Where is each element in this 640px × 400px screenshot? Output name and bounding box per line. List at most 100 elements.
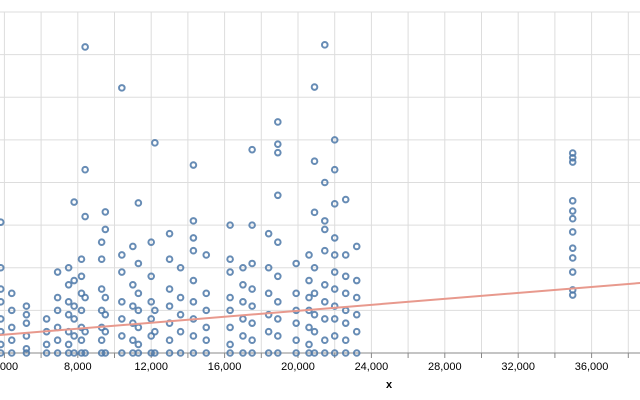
point bbox=[264, 289, 273, 298]
point bbox=[226, 293, 234, 302]
point bbox=[310, 83, 319, 91]
point bbox=[53, 306, 62, 315]
point bbox=[129, 281, 137, 289]
point bbox=[352, 293, 361, 302]
point bbox=[97, 336, 106, 345]
point bbox=[176, 263, 185, 272]
point bbox=[64, 263, 73, 272]
point bbox=[330, 268, 339, 276]
point bbox=[352, 349, 361, 357]
point bbox=[310, 263, 319, 272]
point bbox=[64, 340, 73, 349]
point bbox=[176, 310, 185, 319]
point bbox=[330, 136, 339, 144]
x-tick-label: 36,000 bbox=[575, 361, 609, 373]
point bbox=[226, 221, 234, 229]
point bbox=[118, 315, 126, 323]
x-tick-label: 16,000 bbox=[208, 361, 242, 373]
point bbox=[330, 302, 339, 310]
point bbox=[118, 251, 126, 259]
point bbox=[151, 327, 159, 336]
point bbox=[189, 298, 198, 306]
point bbox=[134, 306, 143, 315]
point bbox=[64, 298, 73, 306]
point bbox=[264, 349, 273, 357]
point bbox=[70, 276, 78, 285]
point bbox=[292, 259, 300, 268]
point bbox=[81, 327, 89, 336]
point bbox=[248, 336, 256, 345]
point bbox=[341, 251, 350, 259]
point bbox=[189, 161, 198, 169]
point bbox=[310, 327, 319, 336]
x-tick-label: 12,000 bbox=[134, 361, 168, 373]
point bbox=[42, 315, 51, 323]
point bbox=[77, 306, 86, 315]
point bbox=[147, 298, 155, 306]
point bbox=[568, 158, 577, 166]
point bbox=[22, 344, 31, 353]
point bbox=[320, 349, 329, 357]
point bbox=[147, 315, 155, 323]
point bbox=[77, 272, 86, 281]
point bbox=[118, 268, 126, 276]
point bbox=[226, 349, 234, 357]
point bbox=[22, 319, 31, 327]
point bbox=[22, 349, 31, 357]
point bbox=[292, 336, 300, 345]
point bbox=[264, 310, 273, 319]
point bbox=[248, 221, 256, 229]
point bbox=[239, 315, 247, 323]
point bbox=[274, 272, 282, 281]
point bbox=[0, 327, 5, 336]
point bbox=[248, 302, 256, 310]
point bbox=[189, 217, 198, 225]
point bbox=[42, 349, 51, 357]
point bbox=[134, 340, 143, 349]
point bbox=[568, 254, 577, 262]
point bbox=[568, 214, 577, 223]
point bbox=[305, 276, 313, 285]
point bbox=[330, 332, 339, 340]
point bbox=[341, 349, 350, 357]
point bbox=[341, 336, 350, 345]
point bbox=[7, 289, 16, 298]
point bbox=[226, 306, 234, 315]
point bbox=[310, 310, 319, 319]
point bbox=[81, 293, 89, 302]
point bbox=[134, 259, 143, 268]
point bbox=[64, 281, 73, 289]
point bbox=[81, 349, 89, 357]
point bbox=[320, 225, 329, 234]
point bbox=[320, 315, 329, 323]
point bbox=[134, 349, 143, 357]
point bbox=[226, 340, 234, 349]
point bbox=[274, 118, 282, 126]
point bbox=[305, 323, 313, 332]
point bbox=[264, 229, 273, 238]
point bbox=[248, 259, 256, 268]
point bbox=[305, 251, 313, 259]
point bbox=[42, 340, 51, 349]
point bbox=[118, 84, 126, 92]
point bbox=[330, 165, 339, 174]
point bbox=[320, 298, 329, 306]
point bbox=[118, 332, 126, 340]
point bbox=[305, 293, 313, 302]
point bbox=[352, 276, 361, 285]
point bbox=[77, 289, 86, 298]
point bbox=[129, 302, 137, 310]
point bbox=[0, 285, 5, 293]
point bbox=[202, 336, 211, 345]
point bbox=[81, 165, 89, 174]
x-tick-label: 20,000 bbox=[281, 361, 315, 373]
point bbox=[310, 289, 319, 298]
point bbox=[118, 349, 126, 357]
point bbox=[568, 197, 577, 205]
point bbox=[292, 349, 300, 357]
point bbox=[7, 349, 16, 357]
x-tick-label: 24,000 bbox=[355, 361, 389, 373]
point bbox=[101, 349, 110, 357]
point bbox=[330, 234, 339, 242]
